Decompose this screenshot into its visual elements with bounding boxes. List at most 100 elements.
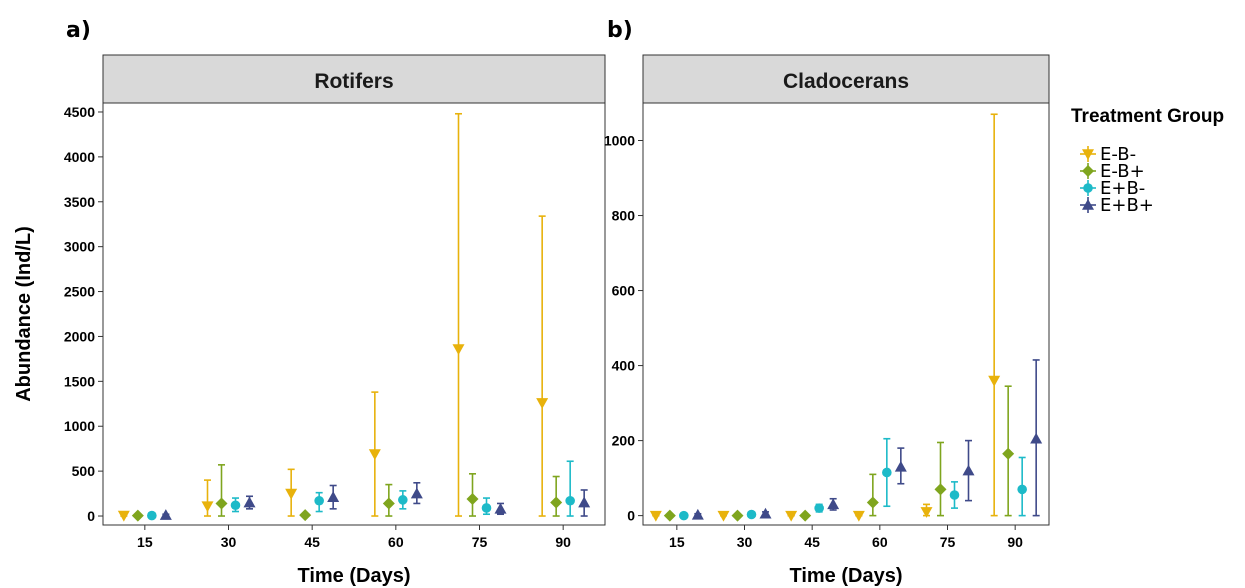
x-tick-label: 75 (472, 534, 488, 550)
data-point (314, 495, 324, 506)
data-point (1030, 432, 1043, 444)
data-point (201, 501, 214, 513)
data-point (679, 510, 689, 521)
data-point (663, 509, 676, 522)
legend-key-marker (1082, 165, 1094, 177)
legend-key-marker (1082, 149, 1094, 160)
x-tick-label: 30 (221, 534, 237, 550)
x-tick-label: 90 (1007, 534, 1023, 550)
x-tick-label: 60 (872, 534, 888, 550)
y-axis-a: 0 500 1000 1500 2000 2500 3000 3500 4000 4500 (64, 104, 103, 524)
y-tick-label: 500 (72, 463, 96, 479)
y-tick-label: 0 (87, 508, 95, 524)
y-tick-label: 800 (612, 208, 636, 224)
data-point (785, 510, 798, 522)
data-point (215, 497, 228, 510)
y-tick-label: 1000 (604, 133, 635, 149)
data-point (382, 497, 395, 510)
x-tick-label: 15 (137, 534, 153, 550)
data-point (988, 375, 1001, 387)
y-tick-label: 2500 (64, 284, 95, 300)
y-tick-label: 600 (612, 283, 636, 299)
x-tick-label: 45 (304, 534, 320, 550)
error-bar (937, 441, 944, 517)
y-tick-label: 4000 (64, 149, 95, 165)
x-tick-label: 30 (737, 534, 753, 550)
y-axis-title: Abundance (Ind/L) (13, 226, 35, 402)
x-tick-label: 45 (804, 534, 820, 550)
data-point (299, 509, 312, 522)
legend-items: E-B-E-B+E+B-E+B+ (1080, 144, 1154, 216)
error-bar (552, 475, 560, 517)
legend-title: Treatment Group (1071, 106, 1224, 127)
strip-background-a (102, 54, 606, 104)
data-point (746, 509, 757, 520)
data-point (717, 510, 730, 522)
error-bar (990, 113, 998, 517)
legend-label: E-B+ (1100, 161, 1145, 182)
data-point (649, 510, 662, 522)
error-bar (869, 473, 877, 517)
data-point (285, 488, 298, 500)
data-point (398, 495, 408, 505)
error-bar (455, 112, 462, 517)
legend: Treatment Group E-B-E-B+E+B-E+B+ (1071, 106, 1224, 216)
plot-frame-b (642, 102, 1050, 526)
data-point (920, 507, 933, 518)
x-tick-label: 90 (555, 534, 571, 550)
data-point (494, 502, 507, 514)
data-marks-b (649, 113, 1043, 522)
data-point (565, 495, 575, 506)
data-point (550, 496, 563, 509)
panel-cladocerans: b) Cladocerans 0 200 400 600 800 1000 15 30 45 6… (604, 18, 1050, 587)
error-bar (566, 460, 574, 517)
data-point (799, 509, 812, 522)
data-point (243, 496, 256, 508)
y-tick-label: 2000 (64, 328, 95, 344)
panel-label-b: b) (607, 18, 633, 43)
legend-key-marker (1082, 199, 1094, 210)
data-point (466, 492, 479, 505)
y-tick-label: 3500 (64, 194, 95, 210)
legend-key-marker (1083, 183, 1093, 193)
data-point (1017, 484, 1027, 495)
y-tick-label: 400 (612, 358, 636, 374)
x-tick-label: 15 (669, 534, 685, 550)
data-point (230, 500, 241, 511)
data-point (147, 510, 157, 521)
data-marks-a (117, 112, 591, 522)
data-point (481, 503, 492, 513)
x-tick-label: 60 (388, 534, 404, 550)
data-point (852, 510, 865, 522)
strip-background-b (642, 54, 1050, 104)
data-point (759, 507, 772, 519)
y-tick-label: 0 (627, 508, 635, 524)
y-tick-label: 3000 (64, 239, 95, 255)
data-point (882, 467, 892, 478)
data-point (691, 508, 704, 520)
x-axis-title-a: Time (Days) (297, 565, 410, 587)
y-tick-label: 200 (612, 433, 636, 449)
data-point (117, 510, 130, 522)
x-axis-title-b: Time (Days) (789, 565, 902, 587)
data-point (894, 460, 907, 472)
data-point (327, 491, 340, 502)
data-point (452, 344, 465, 356)
panel-label-a: a) (66, 18, 91, 43)
data-point (536, 398, 549, 409)
data-point (368, 449, 381, 461)
data-point (578, 496, 591, 508)
y-tick-label: 1000 (64, 418, 95, 434)
legend-label: E+B- (1100, 178, 1145, 199)
data-point (131, 509, 144, 522)
data-point (159, 509, 172, 520)
legend-label: E+B+ (1100, 195, 1154, 216)
x-tick-label: 75 (940, 534, 956, 550)
data-point (949, 490, 960, 500)
data-point (731, 509, 744, 522)
x-axis-b: 15 30 45 60 75 90 (669, 525, 1023, 550)
plot-frame-a (102, 102, 606, 526)
data-point (866, 496, 879, 509)
data-point (962, 464, 975, 476)
